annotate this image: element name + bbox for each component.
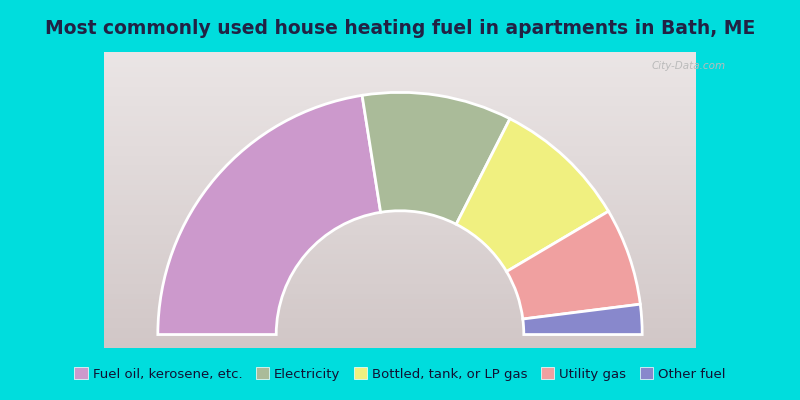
Bar — [104, 82, 696, 86]
Bar — [104, 225, 696, 230]
Bar — [104, 126, 696, 131]
Bar — [104, 190, 696, 195]
Bar — [104, 205, 696, 210]
Bar — [104, 338, 696, 343]
Bar — [104, 279, 696, 284]
Bar — [104, 72, 696, 77]
Bar — [104, 52, 696, 57]
Bar — [104, 254, 696, 259]
Bar — [104, 333, 696, 338]
Bar — [104, 244, 696, 249]
Bar — [104, 151, 696, 156]
Bar — [104, 328, 696, 333]
Bar — [104, 111, 696, 116]
Bar — [104, 175, 696, 180]
Wedge shape — [456, 119, 609, 272]
Bar — [104, 136, 696, 141]
Bar — [104, 156, 696, 160]
Bar — [104, 146, 696, 151]
Bar — [104, 200, 696, 205]
Bar — [104, 284, 696, 289]
Bar — [104, 240, 696, 244]
Bar — [104, 230, 696, 234]
Bar — [104, 77, 696, 82]
Bar — [104, 343, 696, 348]
Bar — [104, 289, 696, 294]
Wedge shape — [158, 95, 381, 334]
Bar — [104, 259, 696, 264]
Bar — [104, 67, 696, 72]
Bar — [104, 304, 696, 308]
Bar — [104, 220, 696, 225]
Bar — [104, 106, 696, 111]
Bar — [104, 195, 696, 200]
Bar — [104, 210, 696, 215]
Bar — [104, 185, 696, 190]
Bar — [104, 141, 696, 146]
Bar — [104, 101, 696, 106]
Bar — [104, 215, 696, 220]
Bar — [104, 166, 696, 170]
Bar — [104, 57, 696, 62]
Bar — [104, 323, 696, 328]
Bar — [104, 121, 696, 126]
Bar — [104, 264, 696, 269]
Bar — [104, 116, 696, 121]
Bar — [104, 299, 696, 304]
Bar — [104, 86, 696, 92]
Bar — [104, 314, 696, 318]
Wedge shape — [362, 92, 510, 224]
Bar — [104, 62, 696, 67]
Bar — [104, 180, 696, 185]
Wedge shape — [523, 304, 642, 334]
Bar — [104, 131, 696, 136]
Bar — [104, 274, 696, 279]
Bar — [104, 92, 696, 96]
Text: City-Data.com: City-Data.com — [651, 61, 726, 71]
Wedge shape — [506, 211, 640, 319]
Bar — [104, 96, 696, 101]
Bar — [104, 249, 696, 254]
Bar — [104, 160, 696, 166]
Bar — [104, 318, 696, 323]
Bar — [104, 170, 696, 175]
Bar — [104, 234, 696, 240]
Bar — [104, 269, 696, 274]
Text: Most commonly used house heating fuel in apartments in Bath, ME: Most commonly used house heating fuel in… — [45, 19, 755, 38]
Bar — [104, 294, 696, 299]
Legend: Fuel oil, kerosene, etc., Electricity, Bottled, tank, or LP gas, Utility gas, Ot: Fuel oil, kerosene, etc., Electricity, B… — [69, 362, 731, 386]
Bar — [104, 308, 696, 314]
